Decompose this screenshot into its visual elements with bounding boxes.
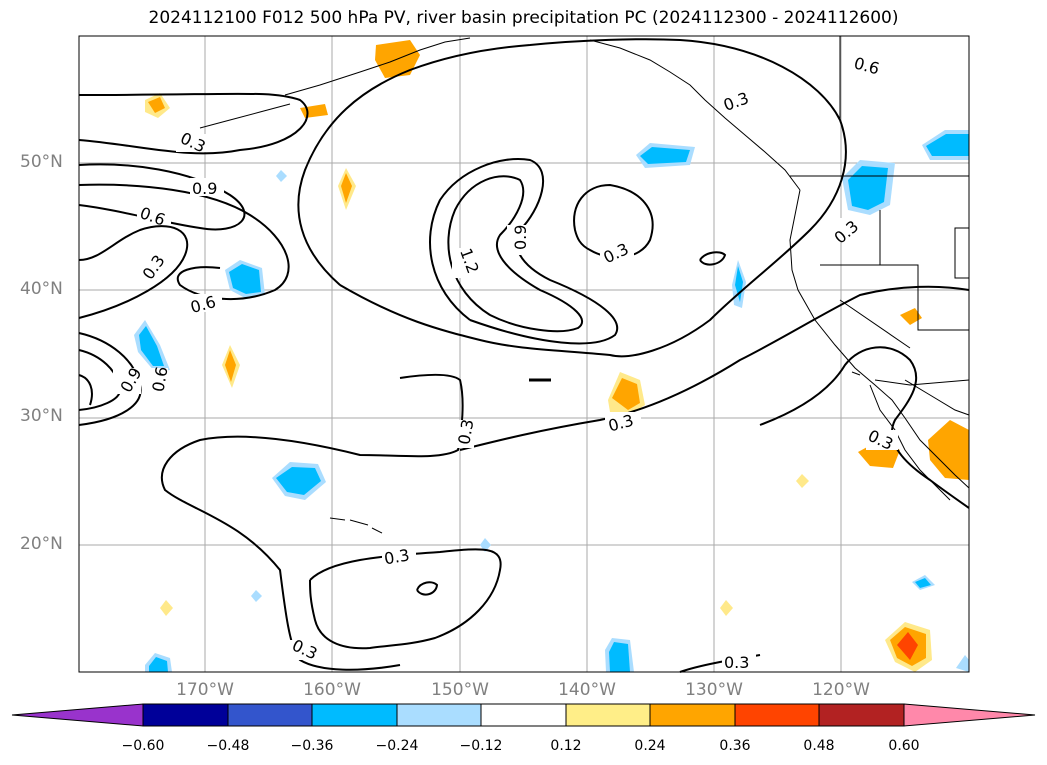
lon-label: 140°W	[558, 680, 616, 700]
plot-frame	[78, 35, 970, 673]
national-border	[880, 264, 969, 331]
precip-anomaly-fills	[134, 40, 969, 672]
precip-negative-patch	[251, 590, 262, 602]
precip-negative-patch	[609, 642, 630, 672]
contour-line	[309, 548, 502, 650]
contour-line	[78, 183, 290, 300]
precip-negative-patch	[848, 166, 888, 210]
contour-line	[459, 285, 970, 451]
precip-negative-patch	[640, 147, 690, 164]
precip-negative-patch	[956, 655, 969, 672]
national-border	[839, 299, 911, 349]
contour-line	[759, 346, 970, 509]
contour-line	[78, 92, 309, 155]
contour-line	[573, 183, 654, 259]
contour-label: 0.9	[511, 225, 530, 250]
precip-negative-patch	[276, 170, 287, 182]
precip-positive-patch	[148, 97, 165, 113]
alaska-coast	[284, 37, 471, 96]
precip-positive-patch	[796, 474, 809, 488]
colorbar	[11, 703, 1036, 727]
contour-line	[78, 225, 189, 319]
colorbar-tick-label: 0.48	[803, 738, 835, 754]
contour-label: 0.9	[192, 179, 217, 198]
colorbar-tick-label: 0.12	[550, 738, 582, 754]
colorbar-tick-label: −0.12	[459, 738, 503, 754]
graticule	[79, 36, 969, 672]
baja-coast	[869, 384, 951, 501]
precip-positive-patch	[720, 600, 733, 616]
colorbar-tick-label: −0.60	[121, 738, 165, 754]
alaska-coast	[199, 103, 291, 129]
contour-label: 0.3	[454, 418, 477, 446]
precip-positive-patch	[225, 350, 236, 382]
colorbar-tick-label: 0.24	[634, 738, 666, 754]
precip-negative-patch	[735, 266, 743, 302]
lon-label: 160°W	[303, 680, 361, 700]
map-title: 2024112100 F012 500 hPa PV, river basin …	[148, 8, 899, 28]
plot-background	[79, 36, 969, 672]
precip-negative-patch	[229, 264, 261, 294]
colorbar-extend-low	[11, 703, 144, 727]
canada-coast	[589, 39, 801, 191]
lon-label: 120°W	[812, 680, 870, 700]
colorbar-tick-label: 0.60	[888, 738, 920, 754]
precip-negative-patch	[276, 467, 321, 495]
colorbar-tick-label: 0.36	[719, 738, 751, 754]
national-border	[874, 379, 970, 386]
precip-negative-patch	[926, 134, 969, 156]
island	[851, 371, 861, 376]
lon-label: 170°W	[176, 680, 234, 700]
lat-label: 50°N	[20, 152, 63, 172]
colorbar-extend-high	[903, 703, 1036, 727]
lat-label: 40°N	[20, 279, 63, 299]
lon-label: 130°W	[685, 680, 743, 700]
mexico-coast	[904, 379, 970, 416]
contour-label: 0.6	[149, 365, 172, 393]
contour-line	[447, 175, 584, 333]
lat-label: 30°N	[20, 406, 63, 426]
contour-line	[699, 251, 727, 266]
precip-negative-patch	[480, 538, 491, 552]
precip-positive-patch	[928, 420, 969, 480]
colorbar-tick-label: −0.36	[290, 738, 334, 754]
precip-positive-patch	[900, 308, 922, 325]
colorbar-tick-label: −0.24	[375, 738, 419, 754]
lat-label: 20°N	[20, 534, 63, 554]
contour-line	[416, 581, 439, 596]
precip-positive-patch	[160, 600, 173, 616]
colorbar-tick-label: −0.48	[206, 738, 250, 754]
precip-negative-patch	[149, 657, 168, 672]
precip-positive-patch	[341, 173, 352, 203]
precip-negative-patch	[139, 326, 164, 366]
contour-label: 0.3	[383, 545, 411, 568]
us-west-coast	[789, 189, 970, 489]
precip-negative-patch	[915, 578, 931, 588]
contour-line	[297, 38, 847, 358]
island	[329, 517, 383, 534]
precip-positive-patch	[612, 378, 640, 410]
precip-positive-patch	[897, 632, 918, 660]
lon-label: 150°W	[431, 680, 489, 700]
contour-line	[78, 374, 93, 406]
contour-label: 0.3	[724, 653, 749, 672]
